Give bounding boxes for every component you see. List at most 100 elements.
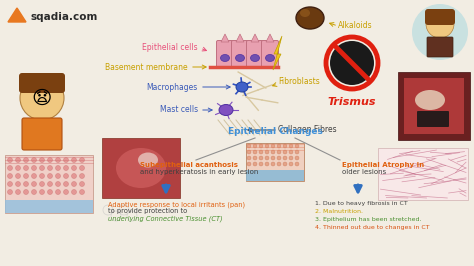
Circle shape xyxy=(277,162,281,166)
FancyBboxPatch shape xyxy=(217,40,234,68)
Polygon shape xyxy=(221,34,229,42)
Circle shape xyxy=(253,150,257,154)
Circle shape xyxy=(24,189,28,194)
Circle shape xyxy=(295,156,299,160)
Circle shape xyxy=(426,10,454,38)
Text: 3. Epithelium has been stretched.: 3. Epithelium has been stretched. xyxy=(315,217,421,222)
Circle shape xyxy=(80,173,84,178)
Polygon shape xyxy=(8,8,26,22)
Text: 2. Malnutrition.: 2. Malnutrition. xyxy=(315,209,363,214)
Ellipse shape xyxy=(415,90,445,110)
Circle shape xyxy=(271,144,275,148)
Circle shape xyxy=(31,157,36,163)
Circle shape xyxy=(8,157,12,163)
Text: to provide protection to: to provide protection to xyxy=(108,208,187,214)
Circle shape xyxy=(253,156,257,160)
Text: Basement membrane: Basement membrane xyxy=(105,63,188,72)
Circle shape xyxy=(55,173,61,178)
Circle shape xyxy=(55,157,61,163)
FancyBboxPatch shape xyxy=(246,170,304,181)
Text: Collagen Fibres: Collagen Fibres xyxy=(278,126,337,135)
Circle shape xyxy=(16,181,20,186)
Circle shape xyxy=(8,173,12,178)
Circle shape xyxy=(64,157,69,163)
Circle shape xyxy=(64,173,69,178)
FancyBboxPatch shape xyxy=(246,143,304,181)
Ellipse shape xyxy=(265,55,274,61)
Text: Macrophages: Macrophages xyxy=(147,82,198,92)
Circle shape xyxy=(283,144,287,148)
Text: Alkaloids: Alkaloids xyxy=(338,22,373,31)
FancyBboxPatch shape xyxy=(102,138,180,198)
FancyBboxPatch shape xyxy=(427,37,453,57)
FancyBboxPatch shape xyxy=(262,40,279,68)
Circle shape xyxy=(16,173,20,178)
Circle shape xyxy=(289,156,293,160)
Text: Adaptive response to local irritants (pan): Adaptive response to local irritants (pa… xyxy=(108,201,245,207)
Circle shape xyxy=(16,157,20,163)
Circle shape xyxy=(39,189,45,194)
Text: underlying Connective Tissue (CT): underlying Connective Tissue (CT) xyxy=(108,215,223,222)
Circle shape xyxy=(265,144,269,148)
Ellipse shape xyxy=(236,82,248,92)
FancyBboxPatch shape xyxy=(398,72,470,140)
Circle shape xyxy=(8,181,12,186)
Polygon shape xyxy=(236,34,244,42)
Circle shape xyxy=(259,162,263,166)
Circle shape xyxy=(31,173,36,178)
Ellipse shape xyxy=(220,55,229,61)
Circle shape xyxy=(295,150,299,154)
Circle shape xyxy=(253,144,257,148)
Circle shape xyxy=(72,173,76,178)
FancyBboxPatch shape xyxy=(5,200,93,213)
FancyBboxPatch shape xyxy=(246,40,264,68)
Circle shape xyxy=(247,150,251,154)
Text: and hyperkeratosis in early lesion: and hyperkeratosis in early lesion xyxy=(140,169,258,175)
Circle shape xyxy=(265,156,269,160)
Circle shape xyxy=(72,189,76,194)
Circle shape xyxy=(64,181,69,186)
Polygon shape xyxy=(273,36,282,70)
Circle shape xyxy=(283,162,287,166)
Circle shape xyxy=(39,181,45,186)
Circle shape xyxy=(80,165,84,171)
Ellipse shape xyxy=(138,152,158,168)
Circle shape xyxy=(72,157,76,163)
Circle shape xyxy=(289,150,293,154)
Text: Fibroblasts: Fibroblasts xyxy=(278,77,320,86)
Polygon shape xyxy=(251,34,259,42)
Ellipse shape xyxy=(219,105,233,115)
Circle shape xyxy=(253,162,257,166)
Circle shape xyxy=(55,189,61,194)
Circle shape xyxy=(16,189,20,194)
Circle shape xyxy=(271,156,275,160)
Circle shape xyxy=(277,150,281,154)
Circle shape xyxy=(295,144,299,148)
Circle shape xyxy=(39,157,45,163)
Circle shape xyxy=(289,162,293,166)
Text: Subepithelial acanthosis: Subepithelial acanthosis xyxy=(140,162,238,168)
Circle shape xyxy=(31,165,36,171)
Circle shape xyxy=(80,157,84,163)
Circle shape xyxy=(24,165,28,171)
Ellipse shape xyxy=(250,55,259,61)
Text: sqadia.com: sqadia.com xyxy=(30,12,97,22)
Text: Mast cells: Mast cells xyxy=(160,106,198,114)
Circle shape xyxy=(64,189,69,194)
Circle shape xyxy=(20,76,64,120)
Circle shape xyxy=(277,144,281,148)
Circle shape xyxy=(283,156,287,160)
FancyBboxPatch shape xyxy=(425,9,455,25)
Circle shape xyxy=(55,165,61,171)
Circle shape xyxy=(47,181,53,186)
Text: 😧: 😧 xyxy=(32,89,52,107)
Circle shape xyxy=(72,165,76,171)
Text: Epithelial Changes: Epithelial Changes xyxy=(228,127,322,136)
Circle shape xyxy=(247,156,251,160)
FancyBboxPatch shape xyxy=(378,148,468,200)
Circle shape xyxy=(47,189,53,194)
Circle shape xyxy=(47,165,53,171)
FancyBboxPatch shape xyxy=(404,78,464,134)
Circle shape xyxy=(330,41,374,85)
Ellipse shape xyxy=(116,148,166,188)
